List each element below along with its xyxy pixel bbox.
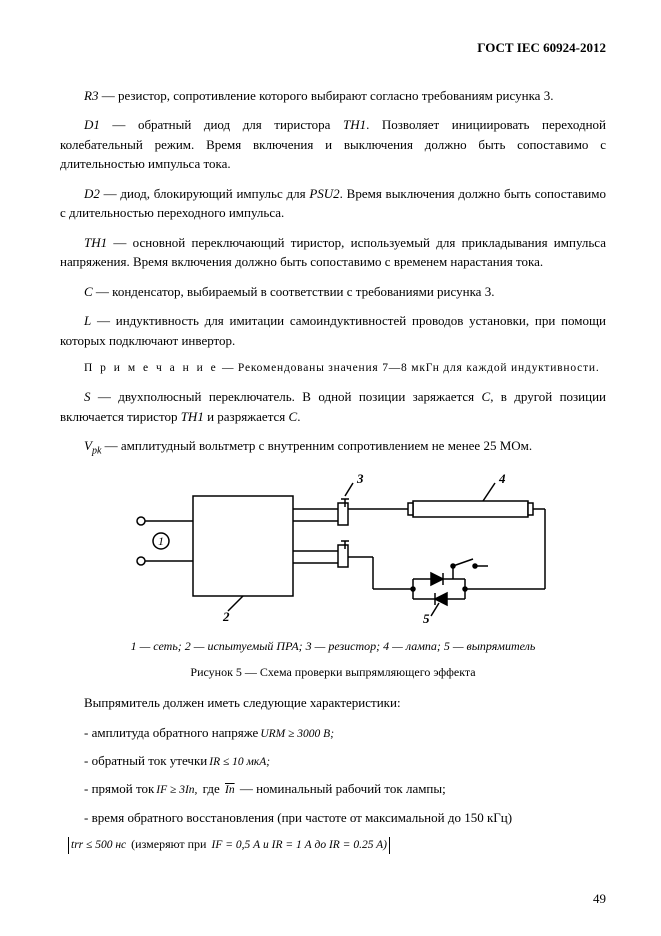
eq-mid: (измеряют при (131, 837, 206, 851)
para-c: C — конденсатор, выбираемый в соответств… (60, 282, 606, 302)
circuit-diagram: 1 2 3 4 5 (60, 471, 606, 632)
text-r3: — резистор, сопротивление которого выбир… (98, 88, 553, 103)
text-d2a: — диод, блокирующий импульс для (100, 186, 309, 201)
sym-r3: R3 (84, 88, 98, 103)
circuit-svg: 1 2 3 4 5 (113, 471, 553, 626)
sym-c3: C (289, 409, 298, 424)
b1-formula: URM ≥ 3000 В; (258, 726, 336, 743)
diagram-label-4: 4 (498, 471, 506, 486)
bullet-3: - прямой токIF ≥ 3In, где In — номинальн… (84, 779, 606, 799)
diagram-label-3: 3 (356, 471, 364, 486)
bullet-2: - обратный ток утечкиIR ≤ 10 мкА; (84, 751, 606, 771)
bullet-1: - амплитуда обратного напряжеURM ≥ 3000 … (84, 723, 606, 743)
b2-label: - обратный ток утечки (84, 753, 207, 768)
sym-d1: D1 (84, 117, 100, 132)
para-vpk: Vpk — амплитудный вольтметр с внутренним… (60, 436, 606, 459)
diagram-title: Рисунок 5 — Схема проверки выпрямляющего… (60, 663, 606, 681)
note-label: П р и м е ч а н и е (84, 362, 218, 374)
text-s3: и разряжается (204, 409, 289, 424)
text-s1: — двухполюсный переключатель. В одной по… (91, 389, 482, 404)
sym-th1: TH1 (84, 235, 107, 250)
note-text: — Рекомендованы значения 7—8 мкГн для ка… (218, 362, 599, 374)
eq-rhs: IF = 0,5 А и IR = 1 А до IR = 0.25 A) (209, 837, 389, 854)
text-s4: . (297, 409, 300, 424)
text-l: — индуктивность для имитации самоиндукти… (60, 313, 606, 348)
para-s: S — двухполюсный переключатель. В одной … (60, 387, 606, 426)
diagram-label-5: 5 (423, 611, 430, 626)
b3-formula2: In (223, 782, 237, 799)
eq-lhs: trr ≤ 500 нс (68, 837, 128, 854)
b4-label: - время обратного восстановления (при ча… (84, 810, 512, 825)
b2-formula: IR ≤ 10 мкА; (207, 754, 272, 771)
document-header: ГОСТ IEC 60924-2012 (60, 38, 606, 58)
para-r3: R3 — резистор, сопротивление которого вы… (60, 86, 606, 106)
sym-c2: C (482, 389, 491, 404)
para-d1: D1 — обратный диод для тиристора TH1. По… (60, 115, 606, 174)
b1-label: - амплитуда обратного напряже (84, 725, 258, 740)
para-th1: TH1 — основной переключающий тиристор, и… (60, 233, 606, 272)
diagram-legend: 1 — сеть; 2 — испытуемый ПРА; 3 — резист… (60, 637, 606, 655)
sym-vpk-sub: pk (92, 446, 101, 457)
equation-line: trr ≤ 500 нс (измеряют при IF = 0,5 А и … (68, 835, 606, 854)
bullet-4: - время обратного восстановления (при ча… (84, 808, 606, 828)
b3-mid: где (203, 781, 223, 796)
diagram-label-1: 1 (158, 534, 164, 548)
sym-th1-ref: TH1 (343, 117, 366, 132)
sym-d2: D2 (84, 186, 100, 201)
text-c: — конденсатор, выбираемый в соответствии… (93, 284, 495, 299)
para-l: L — индуктивность для имитации самоиндук… (60, 311, 606, 350)
sym-c: C (84, 284, 93, 299)
b3-label: - прямой ток (84, 781, 154, 796)
page-number: 49 (593, 889, 606, 909)
diagram-label-2: 2 (222, 609, 230, 624)
sym-psu2: PSU2 (309, 186, 339, 201)
b3-formula: IF ≥ 3In, (154, 782, 199, 799)
text-vpk: — амплитудный вольтметр с внутренним соп… (101, 438, 532, 453)
bullet-list: - амплитуда обратного напряжеURM ≥ 3000 … (84, 723, 606, 827)
note: П р и м е ч а н и е — Рекомендованы знач… (84, 360, 606, 377)
sym-v: V (84, 438, 92, 453)
sym-th1b: TH1 (181, 409, 204, 424)
text-th1: — основной переключающий тиристор, испол… (60, 235, 606, 270)
rectifier-intro: Выпрямитель должен иметь следующие харак… (60, 693, 606, 713)
text-d1a: — обратный диод для тиристора (100, 117, 343, 132)
para-d2: D2 — диод, блокирующий импульс для PSU2.… (60, 184, 606, 223)
b3-tail: — номинальный рабочий ток лампы; (237, 781, 446, 796)
